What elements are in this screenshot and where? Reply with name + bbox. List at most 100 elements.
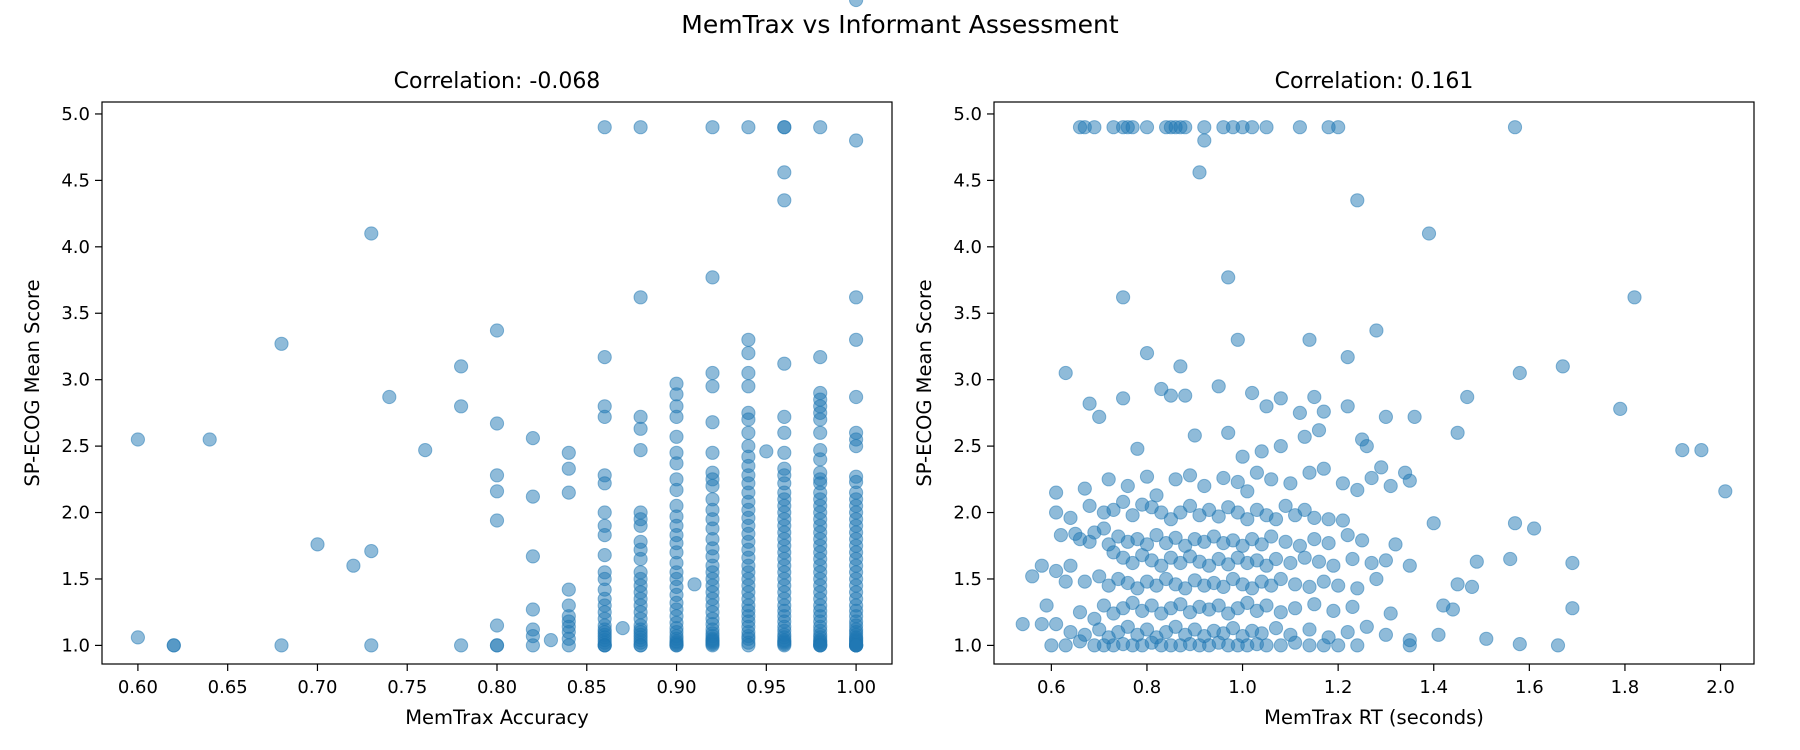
- data-point: [1225, 621, 1241, 636]
- data-point: [1216, 579, 1231, 595]
- data-point: [597, 638, 612, 653]
- data-point: [1355, 533, 1370, 548]
- data-point: [1307, 389, 1322, 405]
- data-point: [454, 359, 469, 374]
- data-point: [1039, 598, 1054, 613]
- data-point: [1116, 391, 1131, 406]
- data-point: [759, 444, 774, 459]
- y-tick-label: 1.0: [61, 635, 90, 656]
- data-point: [1101, 578, 1116, 593]
- data-point: [1082, 534, 1097, 549]
- data-point: [382, 389, 397, 405]
- data-point: [1144, 598, 1159, 613]
- data-point: [1340, 350, 1355, 365]
- data-point: [1307, 532, 1322, 547]
- data-point: [1345, 599, 1360, 615]
- x-tick-label: 1.4: [1419, 677, 1448, 698]
- data-point: [1249, 465, 1265, 480]
- data-point: [813, 120, 828, 135]
- data-point: [561, 445, 576, 460]
- data-point: [1221, 270, 1236, 285]
- data-point: [1402, 558, 1417, 573]
- data-point: [525, 602, 541, 617]
- data-point: [1058, 638, 1073, 653]
- data-point: [561, 461, 576, 476]
- data-point: [1264, 529, 1279, 544]
- scatter-plot-2: 0.6 0.8 1.0 1.2 1.4 1.6 1.8 2.0 1.0 1.5 2.0 2.5 3.0 3…: [913, 69, 1755, 729]
- data-point: [633, 409, 648, 424]
- data-point: [597, 505, 612, 520]
- x-tick-label: 1.0: [1228, 677, 1257, 698]
- data-point: [1049, 485, 1064, 500]
- data-point: [418, 443, 433, 458]
- data-point: [454, 638, 469, 653]
- y-tick-label: 5.0: [61, 104, 90, 125]
- data-point: [1321, 512, 1336, 527]
- data-point: [1072, 605, 1088, 620]
- x-tick-label: 0.75: [387, 677, 427, 698]
- data-point: [1211, 379, 1226, 394]
- data-point: [1278, 498, 1293, 513]
- data-point: [1182, 468, 1198, 483]
- y-tick-label: 3.5: [61, 303, 90, 324]
- data-point: [1163, 388, 1179, 403]
- data-point: [1378, 409, 1394, 424]
- data-point: [741, 365, 756, 381]
- data-point: [1278, 534, 1293, 549]
- data-point: [741, 346, 756, 361]
- data-point: [1431, 627, 1446, 642]
- data-point: [1240, 595, 1255, 611]
- data-point: [1077, 481, 1092, 496]
- x-axis-label: MemTrax Accuracy: [405, 706, 589, 729]
- data-point: [1302, 332, 1317, 347]
- y-tick-label: 2.0: [953, 503, 982, 524]
- data-point: [1307, 510, 1322, 526]
- data-point: [1369, 323, 1384, 338]
- data-point: [1173, 505, 1188, 520]
- data-point: [1507, 120, 1523, 135]
- data-point: [1288, 601, 1303, 616]
- data-point: [1383, 606, 1398, 621]
- data-point: [1364, 555, 1379, 571]
- data-point: [687, 577, 702, 592]
- data-point: [849, 389, 864, 405]
- y-axis-label: SP-ECOG Mean Score: [913, 279, 936, 486]
- data-point: [1178, 581, 1193, 596]
- data-point: [1221, 557, 1236, 572]
- data-point: [849, 638, 864, 653]
- data-point: [1407, 409, 1422, 424]
- y-axis-label: SP-ECOG Mean Score: [21, 279, 44, 486]
- data-point: [741, 379, 756, 394]
- data-point: [669, 638, 684, 653]
- data-point: [1221, 425, 1236, 440]
- data-point: [1044, 638, 1059, 653]
- data-point: [1512, 637, 1527, 652]
- x-tick-label: 0.90: [657, 677, 697, 698]
- data-point: [1149, 578, 1164, 593]
- data-point: [813, 452, 828, 467]
- data-point: [1139, 346, 1155, 361]
- points-layer: [1015, 120, 1733, 653]
- data-point: [633, 120, 648, 135]
- data-point: [1302, 579, 1317, 595]
- data-point: [274, 336, 289, 351]
- data-point: [346, 558, 361, 573]
- data-point: [813, 425, 828, 440]
- data-point: [597, 350, 612, 365]
- data-point: [1101, 472, 1116, 487]
- data-point: [615, 621, 630, 636]
- plot-title: Correlation: 0.161: [1275, 69, 1474, 94]
- data-point: [1694, 443, 1709, 458]
- data-point: [1302, 638, 1317, 653]
- data-point: [1049, 505, 1064, 520]
- data-point: [364, 638, 379, 653]
- y-tick-label: 1.5: [61, 569, 90, 590]
- data-point: [1240, 512, 1255, 527]
- data-point: [1245, 385, 1260, 401]
- data-point: [741, 332, 756, 347]
- data-point: [1125, 120, 1140, 135]
- data-point: [1302, 465, 1317, 480]
- data-point: [1235, 449, 1250, 464]
- data-point: [1426, 516, 1441, 531]
- data-point: [1675, 443, 1690, 458]
